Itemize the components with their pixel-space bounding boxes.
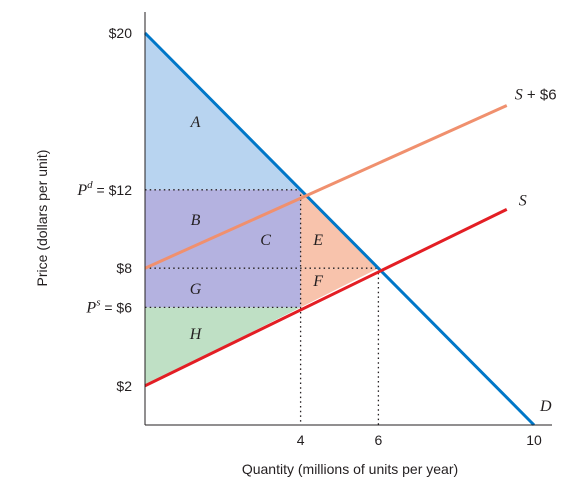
y-tick-label-8: $8	[116, 260, 132, 276]
region-f-label: F	[312, 273, 323, 290]
curve-labels: DSS + $6	[515, 87, 557, 415]
curve-d	[143, 31, 536, 427]
y-tick-value: = $12	[93, 182, 133, 198]
x-tick-label-10: 10	[526, 432, 542, 448]
region-e-label: E	[312, 232, 323, 249]
curve-s	[144, 208, 508, 388]
curve-d-label: D	[539, 398, 552, 415]
y-tick-label-20: $20	[109, 25, 133, 41]
region-h-label: H	[189, 326, 203, 343]
curve-s-6-label: S + $6	[515, 87, 557, 104]
y-tick-superscript: s	[96, 296, 100, 308]
y-tick-label-6: Ps = $6	[85, 296, 132, 316]
curve-s-symbol: S	[519, 192, 527, 209]
curve-s-6-shift: + $6	[523, 87, 557, 104]
dotted-guides	[145, 189, 380, 425]
region-b-label: B	[191, 212, 201, 229]
x-axis-title: Quantity (millions of units per year)	[242, 461, 458, 477]
curves	[143, 31, 536, 427]
region-b-area	[145, 189, 301, 269]
y-tick-label-2: $2	[116, 378, 132, 394]
region-g-area	[145, 268, 301, 308]
y-tick-value: = $6	[100, 299, 132, 315]
axes	[144, 12, 552, 426]
y-axis-title: Price (dollars per unit)	[34, 150, 50, 287]
y-tick-prefix: P	[76, 182, 87, 199]
region-f-area	[300, 268, 379, 308]
region-a-label: A	[190, 114, 201, 131]
tick-labels: 4 6 10 $20 Pd = $12 $8 Ps = $6 $2	[76, 25, 542, 448]
curve-s-label: S	[519, 192, 527, 209]
y-tick-label-12: Pd = $12	[76, 179, 132, 199]
region-c-label: C	[260, 232, 271, 249]
x-tick-label-6: 6	[375, 432, 383, 448]
curve-s-6-symbol: S	[515, 87, 523, 104]
y-tick-superscript: d	[87, 179, 93, 191]
region-labels: A B C E G F H	[189, 114, 323, 343]
shaded-regions	[145, 33, 379, 386]
region-g-label: G	[190, 281, 202, 298]
x-tick-label-4: 4	[297, 432, 305, 448]
curve-s-6	[144, 104, 508, 270]
curve-d-symbol: D	[539, 398, 552, 415]
y-tick-prefix: P	[85, 299, 96, 316]
